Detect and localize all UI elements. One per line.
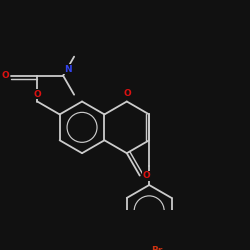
Text: Br: Br xyxy=(151,246,162,250)
Text: O: O xyxy=(142,171,150,180)
Text: N: N xyxy=(64,64,72,74)
Text: O: O xyxy=(124,90,131,98)
Text: O: O xyxy=(2,71,10,80)
Text: O: O xyxy=(34,90,42,99)
